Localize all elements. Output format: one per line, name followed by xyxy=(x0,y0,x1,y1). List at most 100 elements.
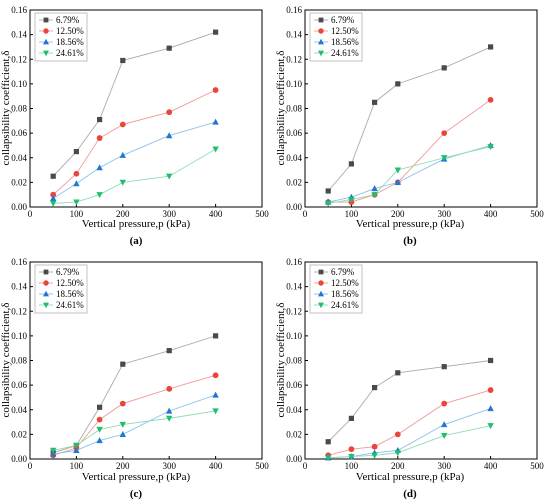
data-point xyxy=(212,146,219,153)
series-line-24.61% xyxy=(328,425,491,459)
legend-label: 18.56% xyxy=(331,37,359,47)
data-point xyxy=(212,118,219,125)
y-tick-label: 0.14 xyxy=(11,282,27,292)
y-tick-label: 0.16 xyxy=(11,257,27,267)
legend-marker xyxy=(43,17,49,23)
legend: 6.79%12.50%18.56%24.61% xyxy=(309,12,363,62)
data-point xyxy=(166,348,172,354)
y-tick-label: 0.06 xyxy=(11,380,27,390)
legend-marker xyxy=(318,28,324,34)
data-point xyxy=(73,170,80,177)
y-tick-label: 0.16 xyxy=(11,5,27,15)
data-point xyxy=(488,44,494,50)
data-point xyxy=(212,372,219,379)
y-tick-label: 0.04 xyxy=(286,153,302,163)
y-tick-label: 0.14 xyxy=(11,30,27,40)
y-tick-label: 0.12 xyxy=(11,306,27,316)
x-axis-label: Vertical pressure,p (kPa) xyxy=(82,218,191,230)
data-point xyxy=(212,87,219,93)
data-point xyxy=(487,405,494,412)
y-tick-label: 0.06 xyxy=(286,380,302,390)
legend-label: 12.50% xyxy=(331,26,359,36)
data-point xyxy=(212,391,219,398)
data-point xyxy=(348,197,355,204)
data-point xyxy=(119,430,126,437)
legend-label: 6.79% xyxy=(331,15,355,25)
data-point xyxy=(487,96,494,103)
x-tick-label: 300 xyxy=(162,209,176,219)
legend: 6.79%12.50%18.56%24.61% xyxy=(309,264,363,314)
panel-caption: (a) xyxy=(130,235,143,247)
legend: 6.79%12.50%18.56%24.61% xyxy=(34,12,88,62)
x-tick-label: 500 xyxy=(255,209,269,219)
data-point xyxy=(348,446,355,453)
data-point xyxy=(371,192,378,199)
legend-marker xyxy=(43,28,49,34)
legend-marker xyxy=(318,269,324,275)
legend-marker xyxy=(318,38,324,45)
panel-caption: (c) xyxy=(130,488,143,500)
x-tick-label: 500 xyxy=(530,461,544,471)
x-tick-label: 500 xyxy=(530,209,544,219)
x-tick-label: 0 xyxy=(28,209,33,219)
legend-marker xyxy=(318,17,324,23)
x-axis-label: Vertical pressure,p (kPa) xyxy=(82,471,191,483)
series-line-18.56% xyxy=(328,145,491,203)
y-axis-label: collapsibility coefficient,δ xyxy=(0,51,12,166)
legend-label: 24.61% xyxy=(56,300,84,310)
x-tick-label: 200 xyxy=(116,461,130,471)
x-tick-label: 200 xyxy=(391,209,405,219)
chart-panel-b: 0 100 200 300 400 500 0.00 0.02 0.04 0.06 0.08 0.10… xyxy=(275,5,544,247)
legend-label: 12.50% xyxy=(331,278,359,288)
data-point xyxy=(348,415,354,421)
data-point xyxy=(50,200,57,207)
data-point xyxy=(488,357,494,364)
data-point xyxy=(325,200,332,207)
data-point xyxy=(441,421,448,428)
x-tick-label: 400 xyxy=(484,461,498,471)
y-tick-label: 0.08 xyxy=(11,356,27,366)
data-point xyxy=(325,439,331,445)
series-line-6.79% xyxy=(327,46,491,192)
y-tick-label: 0.10 xyxy=(11,79,27,89)
legend-label: 24.61% xyxy=(331,300,359,310)
series-line-6.79% xyxy=(327,360,491,443)
data-point xyxy=(487,144,494,151)
data-point xyxy=(119,179,126,186)
x-axis-label: Vertical pressure,p (kPa) xyxy=(356,218,465,230)
data-point xyxy=(50,173,56,179)
y-tick-label: 0.10 xyxy=(286,331,302,341)
legend-marker xyxy=(43,280,49,286)
series-line-12.50% xyxy=(53,374,216,456)
y-tick-label: 0.08 xyxy=(11,104,27,114)
data-point xyxy=(119,421,126,428)
data-point xyxy=(441,400,448,407)
data-point xyxy=(372,99,378,105)
x-tick-label: 0 xyxy=(303,461,308,471)
data-point xyxy=(394,431,401,438)
data-point xyxy=(325,188,331,194)
data-point xyxy=(213,333,219,339)
series-line-24.61% xyxy=(328,146,491,204)
data-point xyxy=(441,65,447,71)
x-tick-label: 500 xyxy=(255,461,269,471)
data-point xyxy=(166,173,173,180)
x-tick-label: 400 xyxy=(209,209,223,219)
data-point xyxy=(96,437,103,444)
y-tick-label: 0.04 xyxy=(286,405,302,415)
x-tick-label: 400 xyxy=(484,209,498,219)
data-point xyxy=(371,443,378,450)
data-point xyxy=(96,135,103,141)
y-tick-label: 0.00 xyxy=(286,454,302,464)
legend-marker xyxy=(43,50,49,57)
x-tick-label: 300 xyxy=(162,461,176,471)
series-line-18.56% xyxy=(53,394,216,455)
x-tick-label: 0 xyxy=(28,461,33,471)
chart-panel-a: 0 100 200 300 400 500 0.00 0.02 0.04 0.06 0.08 0.10… xyxy=(0,5,269,247)
data-point xyxy=(394,167,401,174)
y-axis-label: collapsibility coefficient,δ xyxy=(275,303,287,418)
legend-marker xyxy=(43,38,49,45)
y-axis-label: collapsibility coefficient,δ xyxy=(275,51,287,166)
data-point xyxy=(73,442,80,449)
legend-label: 24.61% xyxy=(56,48,84,58)
